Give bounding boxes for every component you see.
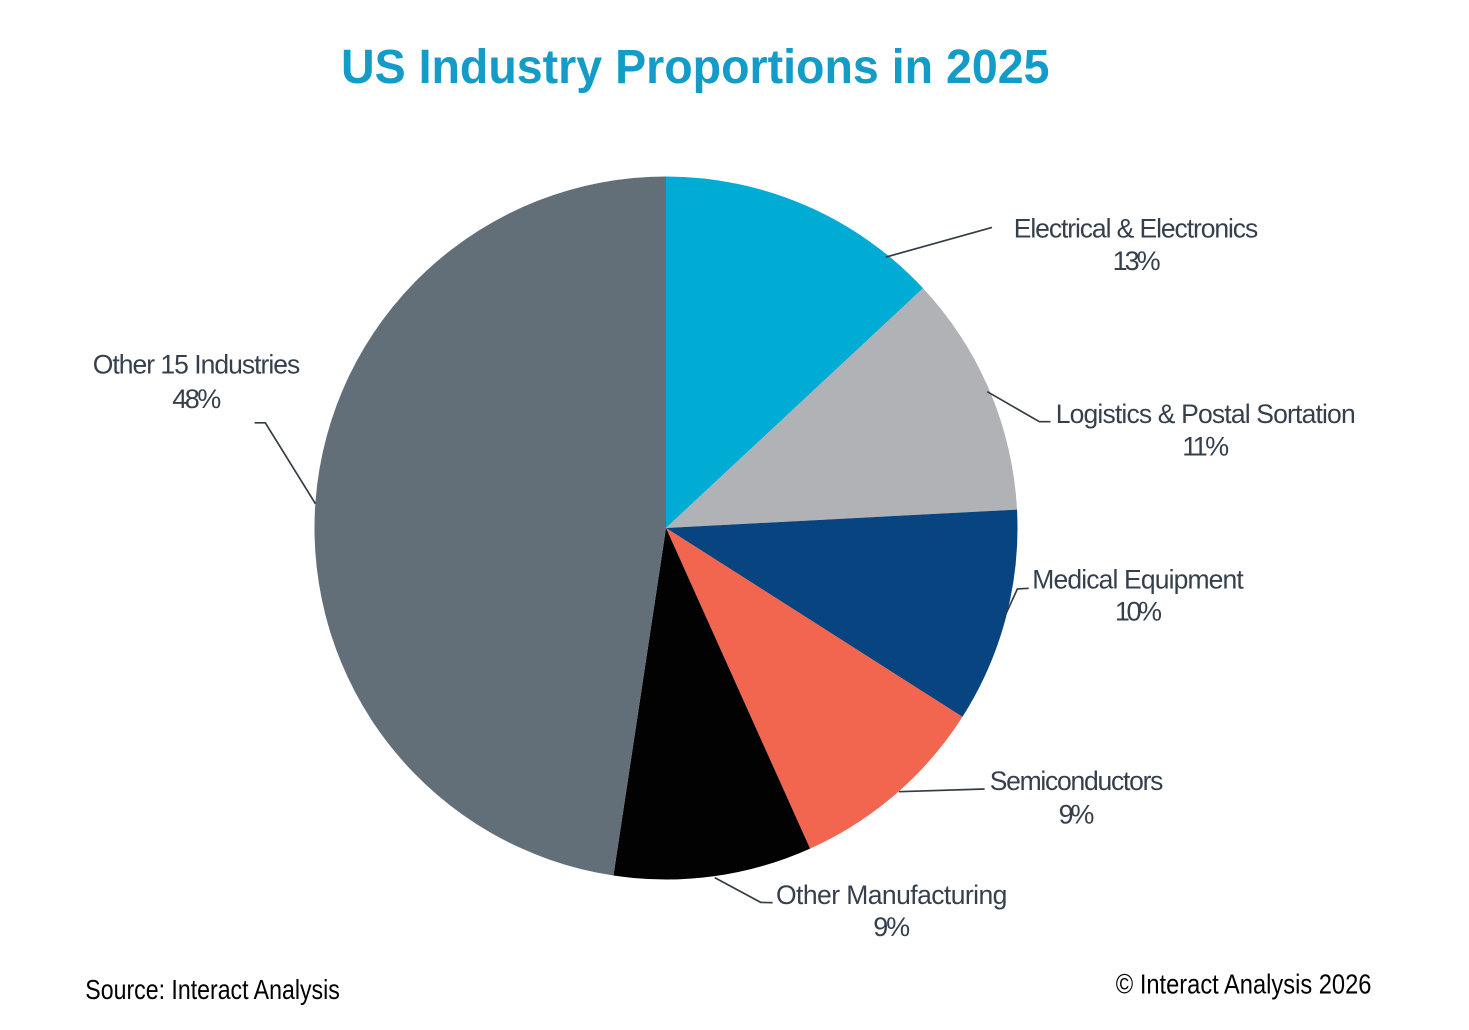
svg-text:Other 15 Industries: Other 15 Industries <box>93 350 301 380</box>
svg-text:Logistics & Postal Sortation: Logistics & Postal Sortation <box>1056 399 1356 429</box>
svg-text:11%: 11% <box>1182 432 1229 462</box>
svg-text:Semiconductors: Semiconductors <box>990 766 1164 796</box>
svg-text:9%: 9% <box>873 912 910 942</box>
svg-text:Source: Interact Analysis: Source: Interact Analysis <box>85 974 339 1005</box>
svg-text:© Interact Analysis 2026: © Interact Analysis 2026 <box>1116 969 1372 1000</box>
svg-text:Other Manufacturing: Other Manufacturing <box>776 880 1007 910</box>
svg-text:9%: 9% <box>1059 800 1095 830</box>
svg-text:Medical Equipment: Medical Equipment <box>1032 565 1244 595</box>
svg-text:48%: 48% <box>172 384 221 414</box>
svg-text:13%: 13% <box>1113 246 1161 276</box>
svg-text:10%: 10% <box>1115 596 1162 626</box>
svg-text:US Industry Proportions in 202: US Industry Proportions in 2025 <box>341 40 1050 94</box>
svg-text:Electrical & Electronics: Electrical & Electronics <box>1014 214 1258 244</box>
